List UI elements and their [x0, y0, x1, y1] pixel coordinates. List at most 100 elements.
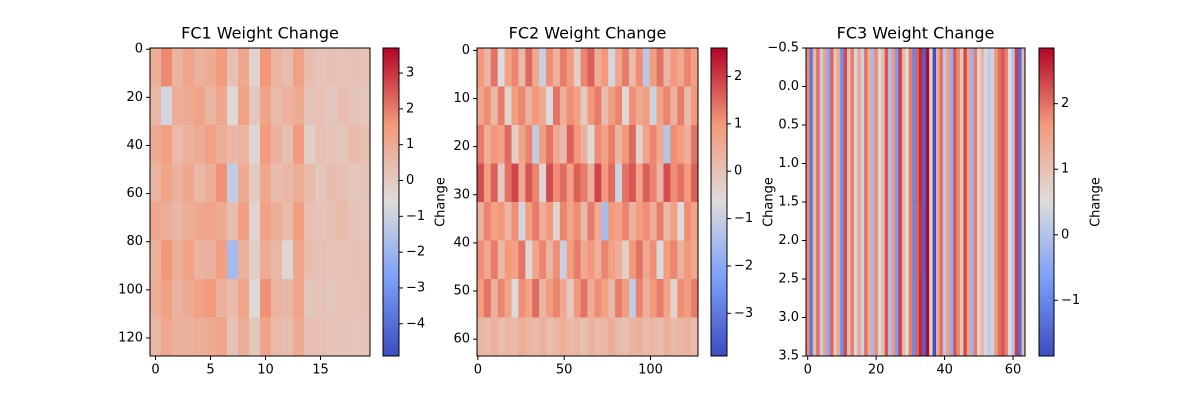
heatmap-cell — [939, 125, 944, 203]
heatmap-cell — [594, 48, 602, 87]
y-tick-label: 10 — [453, 91, 470, 106]
heatmap-cell — [977, 279, 981, 357]
heatmap-cell — [840, 279, 844, 357]
heatmap-cell — [864, 279, 868, 357]
heatmap-cell — [304, 279, 316, 318]
heatmap-cell — [888, 48, 892, 126]
x-tick-label: 5 — [206, 363, 214, 378]
heatmap-cell — [315, 86, 327, 126]
heatmap-cell — [348, 240, 360, 280]
y-tick-label: 40 — [453, 235, 470, 250]
heatmap-cell — [304, 317, 316, 357]
heatmap-cell — [932, 279, 937, 357]
heatmap-cell — [860, 202, 865, 280]
heatmap-cell — [260, 163, 272, 203]
heatmap-cell — [580, 125, 588, 164]
heatmap-cell — [315, 202, 327, 241]
heatmap-cell — [477, 317, 485, 357]
heatmap-cell — [684, 86, 692, 126]
heatmap-cell — [847, 202, 851, 280]
heatmap-cell — [552, 163, 561, 203]
heatmap-cell — [525, 86, 533, 126]
heatmap-cell — [483, 163, 492, 203]
heatmap-cell — [891, 125, 896, 203]
heatmap-cell — [670, 202, 678, 241]
heatmap-cell — [580, 240, 588, 280]
heatmap-cell — [898, 279, 903, 357]
colorbar-tick-label: −3 — [734, 306, 753, 321]
heatmap-cell — [161, 317, 173, 357]
x-tick-label: 0 — [804, 363, 812, 378]
heatmap-cell — [573, 240, 581, 280]
heatmap-cell — [1004, 279, 1009, 357]
heatmap-cell — [677, 125, 685, 164]
heatmap-cell — [905, 125, 909, 203]
heatmap-cell — [843, 279, 848, 357]
heatmap-cell — [843, 202, 848, 280]
heatmap-cell — [884, 48, 889, 126]
heatmap-cell — [823, 202, 827, 280]
heatmap-cell — [918, 48, 923, 126]
heatmap-cell — [293, 202, 305, 241]
heatmap-cell — [539, 202, 547, 241]
heatmap-cell — [894, 279, 899, 357]
heatmap-cell — [826, 125, 831, 203]
heatmap-cell — [608, 163, 616, 203]
heatmap-cell — [691, 279, 699, 318]
heatmap-cell — [884, 125, 889, 203]
heatmap-cell — [1021, 125, 1026, 203]
heatmap-cell — [953, 48, 957, 126]
heatmap-cell — [511, 163, 519, 203]
y-tick-label: 50 — [453, 284, 470, 299]
heatmap-cell — [670, 125, 678, 164]
colorbar-tick-label: −1 — [734, 211, 753, 226]
heatmap-cell — [956, 279, 961, 357]
heatmap-cell — [532, 125, 540, 164]
heatmap-cell — [566, 86, 574, 126]
heatmap-cell — [271, 125, 283, 164]
heatmap-cell — [615, 163, 623, 203]
heatmap-cell — [559, 163, 568, 203]
heatmap-cell — [918, 125, 923, 203]
heatmap-cell — [587, 125, 595, 164]
heatmap-cell — [227, 317, 239, 357]
heatmap-cell — [552, 125, 561, 164]
heatmap-cell — [483, 125, 492, 164]
heatmap-cell — [573, 163, 581, 203]
heatmap-cell — [812, 48, 817, 126]
heatmap-cell — [823, 279, 827, 357]
heatmap-cell — [490, 86, 499, 126]
heatmap-cell — [315, 48, 327, 87]
heatmap-cell — [677, 279, 685, 318]
x-tick-label: 100 — [638, 363, 663, 378]
heatmap-cell — [477, 202, 485, 241]
y-tick-label: 1.5 — [778, 195, 799, 210]
heatmap-cell — [532, 86, 540, 126]
x-tick-label: 20 — [868, 363, 885, 378]
heatmap-cell — [956, 202, 961, 280]
heatmap-cell — [622, 48, 630, 87]
heatmap-cell — [987, 125, 992, 203]
heatmap-cell — [348, 125, 360, 164]
heatmap-cell — [227, 163, 239, 203]
heatmap-cell — [691, 48, 699, 87]
heatmap-cell — [580, 163, 588, 203]
heatmap-cell — [836, 279, 841, 357]
heatmap-cell — [227, 240, 239, 280]
colorbar-tick-label: 3 — [406, 66, 414, 81]
heatmap-cell — [194, 48, 206, 87]
heatmap-cell — [477, 125, 485, 164]
heatmap-cell — [490, 125, 499, 164]
axes-frame — [149, 47, 371, 357]
heatmap-cell — [573, 86, 581, 126]
heatmap-cell — [684, 125, 692, 164]
heatmap-cell — [829, 125, 834, 203]
heatmap-cell — [615, 317, 623, 357]
heatmap-cell — [966, 279, 971, 357]
heatmap-cell — [915, 279, 920, 357]
heatmap-cell — [1014, 279, 1019, 357]
heatmap-cell — [656, 240, 664, 280]
heatmap-cell — [853, 202, 858, 280]
heatmap-cell — [348, 163, 360, 203]
heatmap-cell — [881, 48, 886, 126]
